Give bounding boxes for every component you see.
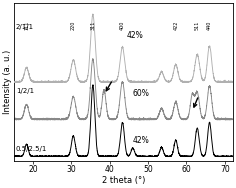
Y-axis label: Intensity (a. u.): Intensity (a. u.)	[4, 50, 13, 114]
Text: 1/2/1: 1/2/1	[16, 88, 34, 94]
Text: 220: 220	[71, 21, 76, 30]
Text: 2/1/1: 2/1/1	[16, 24, 34, 30]
Text: 60%: 60%	[133, 89, 150, 98]
Text: 511: 511	[195, 21, 200, 30]
Text: 0.5/2.5/1: 0.5/2.5/1	[16, 146, 47, 152]
Text: 42%: 42%	[127, 31, 144, 40]
Text: 400: 400	[120, 21, 125, 30]
Text: 42%: 42%	[133, 136, 150, 145]
Text: 422: 422	[173, 21, 178, 30]
Text: 111: 111	[24, 21, 29, 30]
Text: 440: 440	[207, 21, 212, 30]
X-axis label: 2 theta (°): 2 theta (°)	[101, 176, 145, 185]
Text: 311: 311	[90, 21, 95, 30]
